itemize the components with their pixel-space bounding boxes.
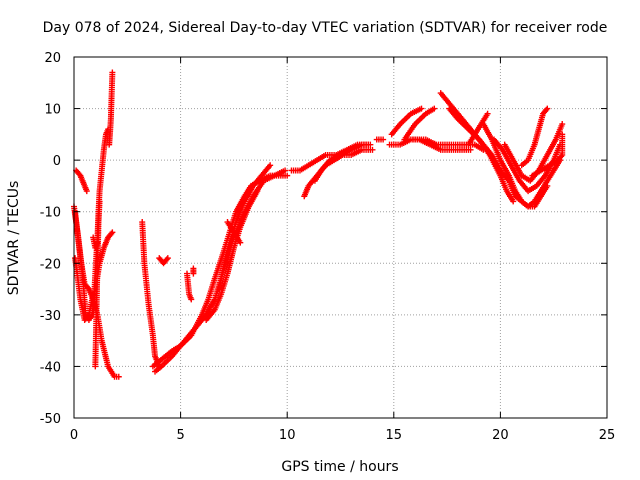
data-point <box>282 167 289 174</box>
series-seg24 <box>401 105 438 143</box>
y-tick-label: 20 <box>44 51 61 66</box>
x-tick-label: 0 <box>70 428 78 443</box>
data-point <box>558 153 565 160</box>
plot-frame <box>73 56 608 419</box>
series-seg12 <box>203 188 261 324</box>
series-seg32 <box>518 105 551 169</box>
series-seg8 <box>90 234 101 251</box>
series-seg13 <box>215 162 274 293</box>
x-tick-label: 25 <box>599 428 616 443</box>
data-point <box>559 131 566 138</box>
series-seg29 <box>480 121 564 210</box>
series-seg9 <box>139 219 163 370</box>
data-point <box>190 270 197 277</box>
series-seg16 <box>183 270 195 303</box>
data-point <box>109 69 116 76</box>
series-seg15 <box>156 255 171 267</box>
series-seg14 <box>224 219 244 246</box>
series-seg6 <box>92 198 103 370</box>
data-point <box>510 198 517 205</box>
x-tick-label: 5 <box>176 428 184 443</box>
chart-title: Day 078 of 2024, Sidereal Day-to-day VTE… <box>43 20 608 36</box>
data-point <box>254 188 261 195</box>
data-point <box>467 146 474 153</box>
y-axis-label: SDTVAR / TECUs <box>6 181 22 296</box>
y-tick-label: -40 <box>40 360 61 375</box>
data-point <box>380 136 387 143</box>
data-point <box>484 110 491 117</box>
data-point <box>163 256 170 263</box>
series-seg23 <box>388 105 425 138</box>
data-point <box>83 188 90 195</box>
data-point <box>543 106 550 113</box>
y-tick-label: -20 <box>40 257 61 272</box>
x-tick-label: 15 <box>386 428 403 443</box>
data-point <box>369 146 376 153</box>
data-point <box>94 239 101 246</box>
data-points <box>71 69 566 380</box>
data-point <box>544 105 551 112</box>
series-seg3 <box>73 167 90 195</box>
data-point <box>367 141 374 148</box>
data-point <box>188 296 195 303</box>
x-tick-label: 20 <box>492 428 509 443</box>
y-tick-label: -50 <box>40 412 61 427</box>
y-tick-label: 0 <box>53 154 61 169</box>
data-point <box>559 121 566 128</box>
data-point <box>284 172 291 179</box>
series-seg33 <box>529 131 566 179</box>
data-point <box>84 284 91 291</box>
data-point <box>237 239 244 246</box>
data-point <box>418 105 425 112</box>
data-point <box>108 230 115 237</box>
data-point <box>267 162 274 169</box>
data-point <box>96 198 103 205</box>
x-tick-label: 10 <box>279 428 296 443</box>
data-point <box>84 313 91 320</box>
data-point <box>76 171 83 178</box>
series-seg7 <box>106 69 116 148</box>
gridlines <box>74 57 607 418</box>
axis-ticks: 0 5 10 15 20 25 -50 -40 -30 -20 -10 0 10 20 <box>40 51 616 443</box>
series-seg21 <box>373 136 387 143</box>
y-tick-label: -30 <box>40 309 61 324</box>
series-seg28 <box>465 110 491 148</box>
x-axis-label: GPS time / hours <box>281 459 398 475</box>
data-point <box>164 255 171 262</box>
data-point <box>109 229 116 236</box>
series-seg20 <box>311 141 374 184</box>
data-point <box>115 373 122 380</box>
series-seg17 <box>190 265 197 277</box>
y-tick-label: -10 <box>40 206 61 221</box>
data-point <box>431 105 438 112</box>
y-tick-label: 10 <box>44 103 61 118</box>
series-seg27 <box>446 105 517 205</box>
